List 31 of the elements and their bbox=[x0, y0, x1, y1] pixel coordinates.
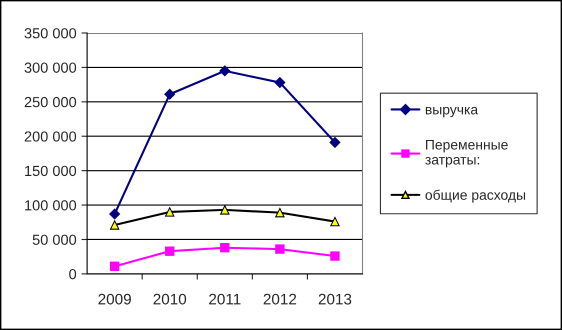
point bbox=[274, 77, 286, 88]
point bbox=[164, 88, 176, 100]
point bbox=[109, 208, 120, 220]
point bbox=[275, 244, 285, 254]
y-tick-label: 350 000 bbox=[24, 28, 76, 38]
point bbox=[330, 251, 340, 261]
y-tick-label: 250 000 bbox=[24, 96, 76, 108]
y-tick-label: 300 000 bbox=[24, 62, 76, 73]
point bbox=[110, 220, 120, 230]
x-tick-label: 2009 bbox=[98, 294, 131, 305]
point bbox=[330, 216, 340, 226]
y-tick-label: 200 000 bbox=[24, 131, 76, 142]
y-tick-label: 0 bbox=[69, 269, 76, 280]
x-tick-label: 2011 bbox=[209, 294, 240, 305]
point bbox=[219, 65, 230, 76]
y-tick-label: 150 000 bbox=[25, 166, 76, 176]
legend-label: Переменные затраты: bbox=[425, 140, 508, 168]
x-tick-label: 2010 bbox=[154, 294, 186, 305]
point bbox=[165, 246, 174, 256]
point bbox=[110, 262, 120, 272]
point bbox=[220, 205, 230, 215]
legend-label: общие расходы bbox=[425, 190, 526, 203]
y-tick-label: 100 000 bbox=[25, 200, 76, 210]
x-tick-label: 2013 bbox=[318, 294, 352, 305]
point bbox=[275, 208, 285, 218]
point bbox=[165, 207, 174, 217]
y-tick-label: 50 000 bbox=[32, 234, 76, 245]
point bbox=[220, 243, 230, 252]
x-tick-label: 2012 bbox=[264, 294, 296, 305]
legend-label: выручка bbox=[426, 106, 478, 118]
point bbox=[330, 137, 340, 148]
